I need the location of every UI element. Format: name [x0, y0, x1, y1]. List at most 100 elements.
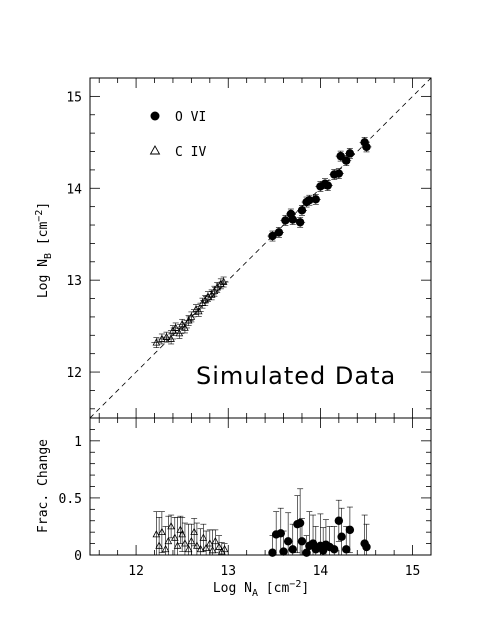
bottom-point-o-vi — [279, 547, 288, 556]
top-y-label-sup: −2 — [34, 210, 45, 222]
bottom-point-c-iv — [215, 542, 223, 550]
x-label-sub: A — [252, 588, 258, 599]
bottom-x-tick-label: 13 — [220, 564, 236, 579]
bottom-point-o-vi — [342, 545, 351, 554]
top-point-o-vi — [345, 149, 355, 158]
bottom-point-c-iv — [187, 536, 196, 545]
top-point-c-iv — [207, 290, 216, 298]
bottom-panel-series — [152, 488, 371, 557]
top-point-c-iv — [158, 334, 166, 342]
top-point-o-vi — [336, 151, 345, 161]
bottom-point-c-iv — [167, 522, 175, 530]
bottom-point-c-iv — [152, 530, 161, 538]
bottom-point-c-iv — [181, 539, 189, 547]
top-point-c-iv — [175, 329, 184, 337]
bottom-point-c-iv — [178, 530, 186, 538]
bottom-y-tick-label: 1 — [74, 435, 82, 450]
legend-label-o-vi: O VI — [175, 110, 206, 125]
bottom-point-o-vi — [297, 537, 307, 546]
bottom-panel-ticks: 0 0.5 1 12 13 14 15 — [59, 417, 432, 579]
legend-marker-o-vi — [150, 111, 160, 121]
top-point-c-iv — [162, 332, 171, 340]
bottom-point-c-iv — [170, 533, 179, 541]
bottom-point-c-iv — [155, 541, 163, 549]
top-y-tick-label: 14 — [66, 182, 82, 197]
bottom-point-o-vi — [268, 548, 277, 557]
top-panel-ticks: 12 13 14 15 — [66, 77, 432, 418]
legend: O VI C IV — [149, 110, 206, 160]
top-point-o-vi — [305, 196, 314, 205]
bottom-point-o-vi — [334, 516, 344, 525]
top-point-c-iv — [184, 316, 193, 324]
top-y-label-sub: B — [43, 253, 54, 259]
top-point-c-iv — [187, 312, 196, 320]
top-point-c-iv — [152, 338, 161, 346]
bottom-y-axis-label: Frac. Change — [36, 439, 51, 533]
top-point-c-iv — [217, 279, 225, 287]
top-y-axis-label: Log NB [cm−2] — [34, 202, 54, 298]
top-point-o-vi — [323, 181, 332, 190]
bottom-point-c-iv — [193, 541, 201, 549]
top-point-c-iv — [178, 319, 186, 328]
bottom-point-o-vi — [362, 542, 371, 552]
bottom-point-c-iv — [158, 527, 166, 536]
x-label-close: ] — [301, 581, 309, 596]
top-point-o-vi — [288, 215, 297, 224]
bottom-point-c-iv — [161, 544, 170, 553]
bottom-point-c-iv — [190, 527, 198, 536]
top-y-tick-label: 13 — [66, 274, 82, 289]
annotation-simulated-data: Simulated Data — [196, 362, 396, 390]
top-point-o-vi — [268, 231, 277, 241]
legend-marker-c-iv — [149, 145, 161, 155]
bottom-y-tick-label: 0 — [74, 549, 82, 564]
bottom-point-o-vi — [283, 537, 293, 546]
x-label-main: Log N — [213, 581, 252, 596]
top-point-c-iv — [192, 305, 200, 313]
top-point-o-vi — [342, 156, 351, 165]
bottom-point-o-vi — [295, 518, 305, 528]
top-point-c-iv — [210, 286, 219, 295]
top-point-o-vi — [362, 142, 371, 152]
top-point-o-vi — [295, 218, 305, 227]
top-point-o-vi — [334, 169, 344, 178]
bottom-point-o-vi — [345, 525, 355, 535]
x-axis-label: Log NA [cm−2] — [213, 579, 309, 599]
top-y-label-unit: [cm — [36, 222, 51, 253]
top-point-c-iv — [171, 323, 180, 331]
bottom-x-tick-label: 14 — [313, 564, 329, 579]
legend-label-c-iv: C IV — [175, 145, 206, 160]
bottom-x-tick-label: 12 — [128, 564, 144, 579]
bottom-point-c-iv — [184, 544, 193, 553]
top-y-label-main: Log N — [36, 259, 51, 298]
bottom-point-o-vi — [337, 532, 346, 541]
top-point-o-vi — [311, 195, 320, 204]
bottom-point-c-iv — [173, 541, 182, 549]
top-point-c-iv — [194, 307, 203, 315]
top-point-c-iv — [167, 334, 175, 342]
bottom-y-tick-label: 0.5 — [59, 492, 82, 507]
top-point-c-iv — [219, 277, 228, 285]
bottom-point-o-vi — [330, 545, 339, 554]
top-point-c-iv — [201, 296, 210, 304]
bottom-point-c-iv — [205, 539, 214, 547]
bottom-point-o-vi — [288, 545, 297, 554]
top-y-label-close: ] — [36, 202, 51, 210]
top-point-o-vi — [274, 228, 284, 237]
x-label-sup: −2 — [289, 579, 301, 590]
top-point-o-vi — [297, 206, 307, 215]
top-point-o-vi — [281, 216, 290, 225]
top-point-c-iv — [213, 283, 221, 291]
top-y-tick-label: 12 — [66, 366, 82, 381]
bottom-point-c-iv — [164, 536, 173, 545]
bottom-point-c-iv — [211, 536, 220, 545]
top-y-tick-label: 15 — [66, 90, 82, 105]
bottom-panel-frame — [89, 417, 432, 556]
bottom-point-c-iv — [217, 547, 226, 555]
bottom-x-tick-label: 15 — [405, 564, 421, 579]
top-point-c-iv — [181, 323, 189, 331]
x-label-unit: [cm — [258, 581, 289, 596]
bottom-point-c-iv — [220, 544, 229, 553]
bottom-point-c-iv — [199, 533, 208, 541]
top-panel-series — [151, 137, 372, 348]
